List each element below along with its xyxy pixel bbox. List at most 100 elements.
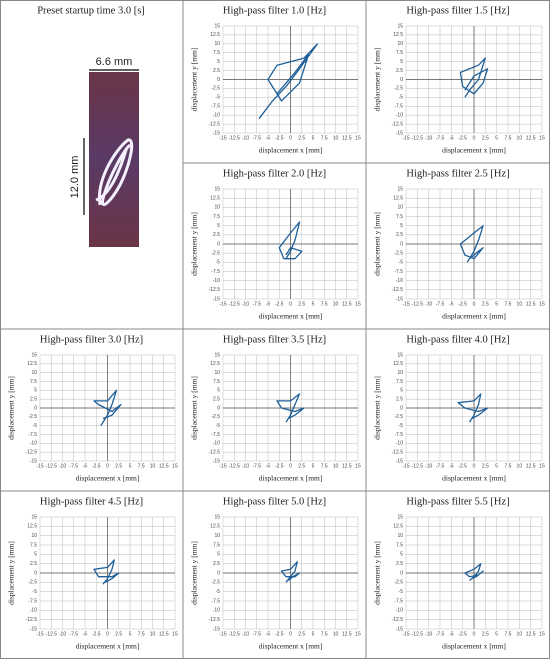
trajectory xyxy=(93,389,122,427)
x-tick-label: 15 xyxy=(172,631,178,637)
y-tick-label: -2.5 xyxy=(394,414,403,420)
x-axis-label: displacement x [mm] xyxy=(442,474,506,483)
y-tick-label: 2.5 xyxy=(396,561,403,567)
y-tick-label: 15 xyxy=(214,186,220,192)
x-tick-label: 2.5 xyxy=(115,631,122,637)
y-axis-label: displacement y [mm] xyxy=(373,376,382,440)
y-tick-label: -10 xyxy=(213,441,220,447)
x-tick-label: 2.5 xyxy=(482,135,489,141)
x-tick-label: -2.5 xyxy=(458,301,467,307)
y-tick-label: 12.5 xyxy=(210,524,220,530)
x-tick-label: 10 xyxy=(517,631,523,637)
y-tick-label: 2.5 xyxy=(30,561,37,567)
y-axis-label: displacement y [mm] xyxy=(190,48,199,112)
y-tick-label: 5 xyxy=(34,388,37,394)
y-tick-label: 2.5 xyxy=(213,561,220,567)
x-tick-label: 5 xyxy=(312,463,315,469)
x-tick-label: 5 xyxy=(495,135,498,141)
chart-title: High-pass filter 3.5 [Hz] xyxy=(223,334,326,345)
trajectory xyxy=(464,563,484,581)
x-tick-label: -15 xyxy=(219,301,226,307)
y-tick-label: -2.5 xyxy=(394,86,403,92)
y-axis-label: displacement y [mm] xyxy=(7,541,16,605)
chart-title: High-pass filter 2.5 [Hz] xyxy=(406,168,509,179)
x-tick-label: 7.5 xyxy=(505,301,512,307)
x-tick-label: -12.5 xyxy=(229,135,241,141)
y-tick-label: 12.5 xyxy=(393,524,403,530)
x-tick-label: 7.5 xyxy=(321,631,328,637)
y-tick-label: 2.5 xyxy=(30,396,37,402)
y-tick-label: 15 xyxy=(214,352,220,358)
x-tick-label: 2.5 xyxy=(482,463,489,469)
y-tick-label: 5 xyxy=(34,552,37,558)
y-tick-label: -15 xyxy=(396,458,403,464)
y-tick-label: -2.5 xyxy=(28,580,37,586)
x-tick-label: -15 xyxy=(219,463,226,469)
photo-strip xyxy=(89,72,139,247)
y-tick-label: 0 xyxy=(217,405,220,411)
chart-title: High-pass filter 1.5 [Hz] xyxy=(406,5,509,16)
y-tick-label: -7.5 xyxy=(394,269,403,275)
y-tick-label: 15 xyxy=(397,23,403,29)
x-tick-label: 7.5 xyxy=(505,463,512,469)
y-tick-label: -7.5 xyxy=(394,598,403,604)
x-tick-label: -2.5 xyxy=(275,631,284,637)
y-tick-label: -12.5 xyxy=(392,121,404,127)
y-tick-label: -5 xyxy=(216,260,221,266)
y-tick-label: 7.5 xyxy=(30,379,37,385)
y-axis-label: displacement y [mm] xyxy=(7,376,16,440)
x-tick-label: 7.5 xyxy=(138,631,145,637)
x-tick-label: 10 xyxy=(333,301,339,307)
x-tick-label: -5 xyxy=(449,135,454,141)
chart-title: High-pass filter 5.0 [Hz] xyxy=(223,496,326,507)
x-tick-label: 0 xyxy=(289,631,292,637)
y-tick-label: -2.5 xyxy=(211,250,220,256)
y-tick-label: -7.5 xyxy=(394,432,403,438)
y-tick-label: -12.5 xyxy=(392,617,404,623)
y-tick-label: -10 xyxy=(213,608,220,614)
x-tick-label: 10 xyxy=(517,135,523,141)
x-tick-label: 2.5 xyxy=(298,301,305,307)
x-tick-label: -5 xyxy=(266,463,271,469)
x-tick-label: 10 xyxy=(333,135,339,141)
y-tick-label: -5 xyxy=(399,423,404,429)
y-tick-label: -10 xyxy=(396,441,403,447)
x-tick-label: -12.5 xyxy=(46,463,58,469)
y-tick-label: -15 xyxy=(396,626,403,632)
x-tick-label: -7.5 xyxy=(252,631,261,637)
trajectory xyxy=(280,561,301,583)
x-tick-label: -15 xyxy=(219,135,226,141)
y-tick-label: -10 xyxy=(30,441,37,447)
y-tick-label: -2.5 xyxy=(394,580,403,586)
x-tick-label: -15 xyxy=(402,135,409,141)
y-tick-label: -15 xyxy=(213,130,220,136)
x-tick-label: -7.5 xyxy=(252,301,261,307)
y-tick-label: 5 xyxy=(400,552,403,558)
y-tick-label: -12.5 xyxy=(26,617,38,623)
x-tick-label: -10 xyxy=(242,463,249,469)
y-tick-label: 5 xyxy=(400,223,403,229)
x-tick-label: 12.5 xyxy=(342,135,352,141)
chart-title: High-pass filter 4.0 [Hz] xyxy=(406,334,509,345)
y-tick-label: -5 xyxy=(33,589,38,595)
x-tick-label: -5 xyxy=(83,463,88,469)
x-tick-label: 7.5 xyxy=(505,631,512,637)
x-tick-label: 5 xyxy=(495,463,498,469)
x-tick-label: -15 xyxy=(402,463,409,469)
x-tick-label: 0 xyxy=(289,463,292,469)
y-tick-label: 10 xyxy=(397,533,403,539)
width-label: 6.6 mm xyxy=(96,56,133,68)
x-tick-label: 7.5 xyxy=(505,135,512,141)
y-tick-label: -7.5 xyxy=(211,432,220,438)
y-tick-label: 15 xyxy=(214,23,220,29)
x-tick-label: -10 xyxy=(425,301,432,307)
x-tick-label: 0 xyxy=(289,135,292,141)
y-tick-label: -2.5 xyxy=(211,86,220,92)
y-tick-label: 10 xyxy=(397,41,403,47)
x-tick-label: -2.5 xyxy=(275,463,284,469)
x-tick-label: -7.5 xyxy=(436,135,445,141)
x-tick-label: -2.5 xyxy=(92,463,101,469)
y-axis-label: displacement y [mm] xyxy=(373,212,382,276)
x-tick-label: 7.5 xyxy=(138,463,145,469)
